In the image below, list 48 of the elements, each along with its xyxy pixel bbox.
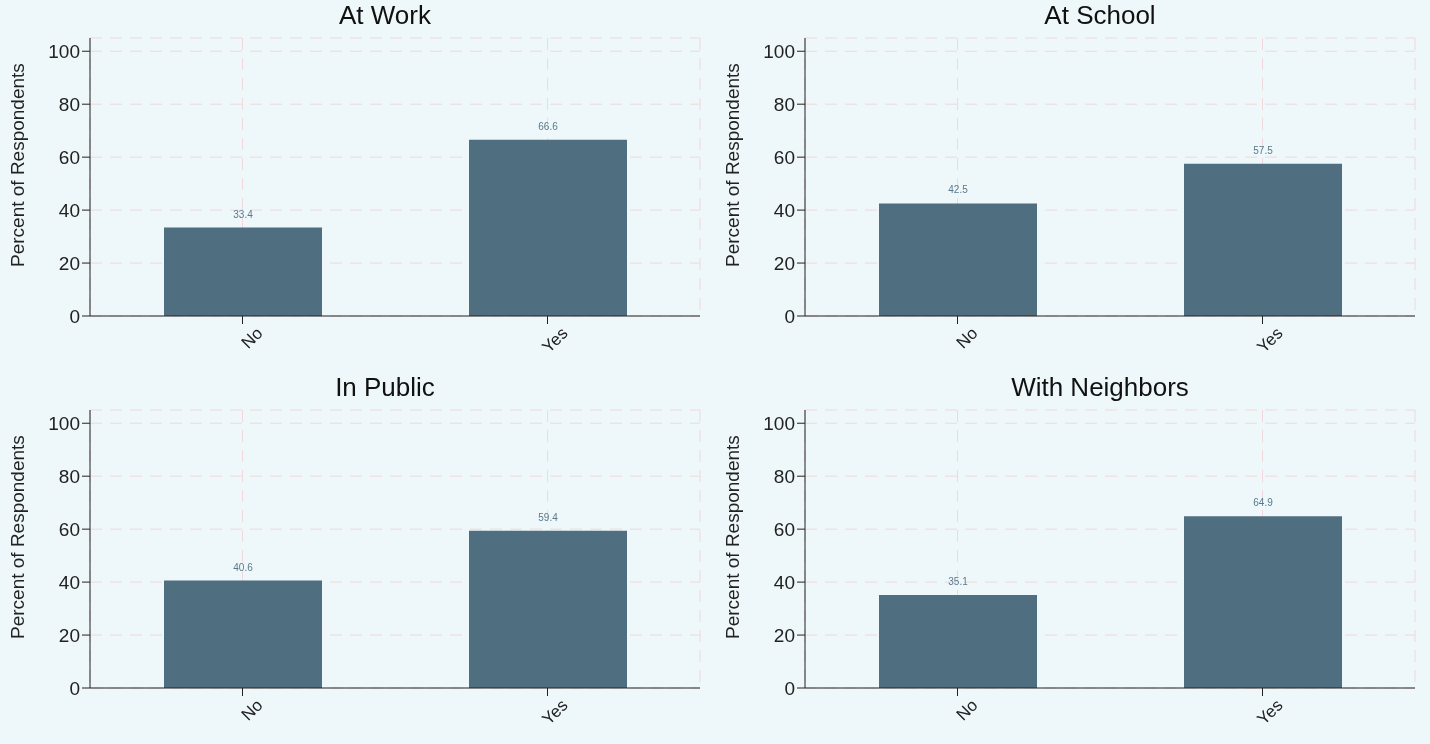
data-label: 35.1 [948,576,969,588]
y-tick-label: 20 [58,252,80,274]
y-tick-label: 40 [58,199,80,221]
y-tick-label: 80 [58,465,80,487]
y-axis-title: Percent of Respondents [721,435,743,639]
y-tick-label: 0 [69,305,80,327]
data-label: 33.4 [233,208,254,220]
y-tick-label: 20 [58,624,80,646]
y-tick-label: 80 [773,465,795,487]
y-tick-label: 0 [784,677,795,699]
y-tick-label: 20 [773,624,795,646]
data-label: 40.6 [233,561,254,573]
y-axis-title: Percent of Respondents [721,63,743,267]
x-tick-label: No [952,323,982,353]
y-tick-label: 100 [48,412,80,434]
y-tick-label: 80 [773,93,795,115]
x-tick-label: Yes [1253,695,1287,729]
y-tick-label: 60 [773,146,795,168]
data-label: 66.6 [538,120,559,132]
y-tick-label: 20 [773,252,795,274]
data-label: 59.4 [538,511,559,523]
y-tick-label: 40 [773,571,795,593]
y-tick-label: 0 [784,305,795,327]
chart-title: At Work [338,0,432,32]
y-tick-label: 100 [48,40,80,62]
y-tick-label: 40 [58,571,80,593]
data-label: 42.5 [948,184,969,196]
chart-title: At School [1043,0,1157,32]
x-tick-label: Yes [1253,323,1287,357]
x-tick-label: No [237,323,267,353]
y-tick-label: 0 [69,677,80,699]
data-label: 64.9 [1253,497,1274,509]
y-tick-label: 100 [763,40,795,62]
x-tick-label: No [952,695,982,725]
chart-title: With Neighbors [1010,372,1190,404]
y-axis-title: Percent of Respondents [6,435,28,639]
x-tick-label: No [237,695,267,725]
y-tick-label: 80 [58,93,80,115]
x-tick-label: Yes [538,323,572,357]
y-axis-title: Percent of Respondents [6,63,28,267]
y-tick-label: 60 [773,518,795,540]
y-tick-label: 40 [773,199,795,221]
data-label: 57.5 [1253,144,1274,156]
x-tick-label: Yes [538,695,572,729]
chart-title: In Public [334,372,436,404]
y-tick-label: 60 [58,518,80,540]
y-tick-label: 60 [58,146,80,168]
y-tick-label: 100 [763,412,795,434]
